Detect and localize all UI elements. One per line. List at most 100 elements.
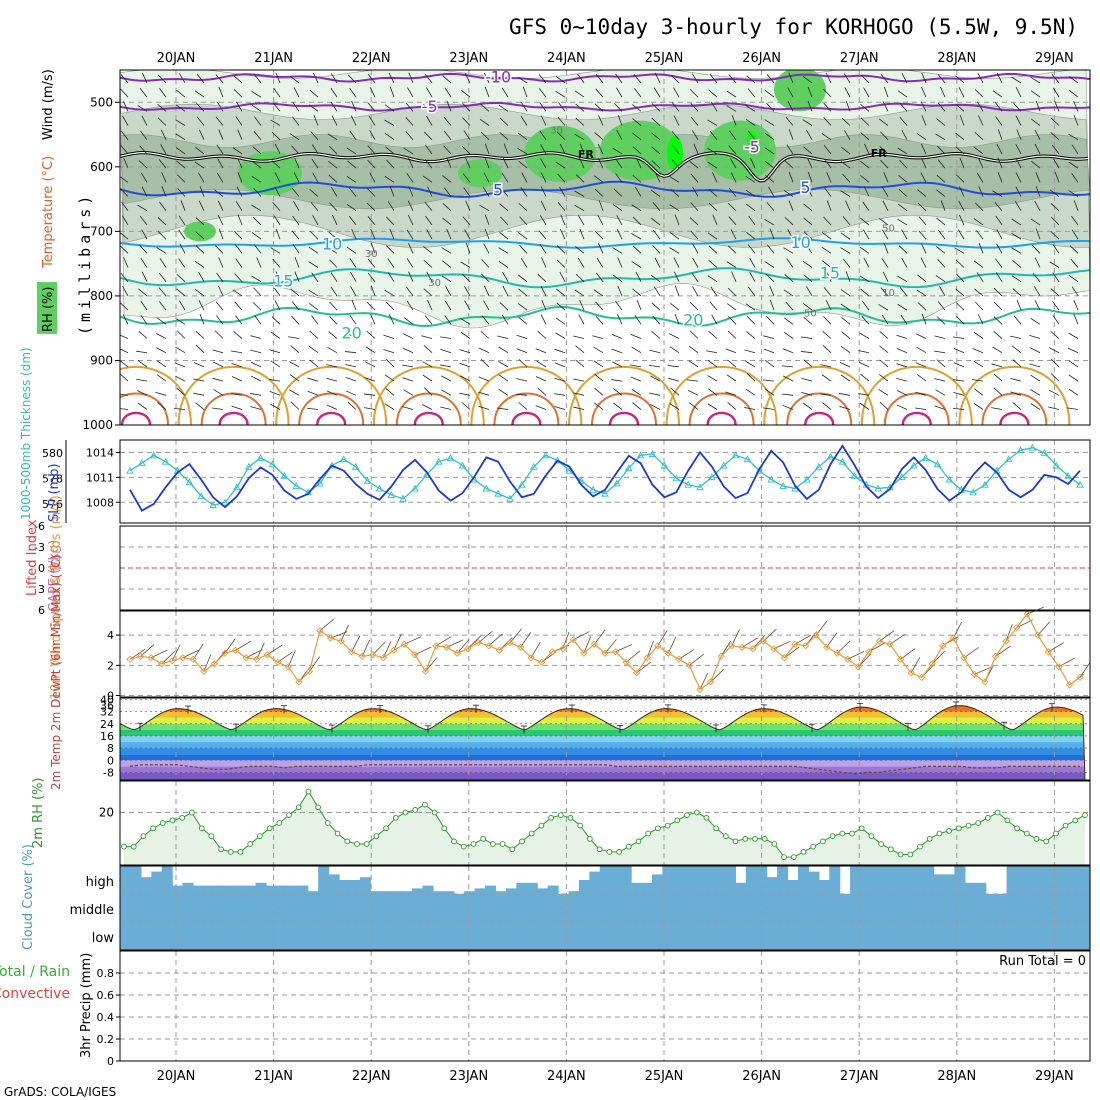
cloud-bar-middle: [891, 894, 903, 922]
wind-barb: [674, 285, 680, 297]
cloud-bar-middle: [745, 894, 757, 922]
wind-barb: [746, 75, 756, 84]
cloud-bar-middle: [255, 894, 267, 922]
wind-barb: [940, 86, 946, 98]
wind-barb: [178, 215, 186, 226]
cloud-bar-high: [537, 888, 549, 894]
cloud-bar-low: [380, 922, 392, 950]
wind-barb: [421, 335, 433, 339]
wind-barb: [159, 201, 167, 211]
rh2m-point: [645, 830, 652, 837]
lifted-index-ylabel: Lifted Index: [25, 519, 40, 596]
cloud-bar-middle: [631, 894, 643, 922]
wind-barb: [464, 300, 471, 311]
slp-tick-label: 1011: [86, 471, 114, 484]
rh2m-point: [587, 835, 593, 842]
wind-barb: [1049, 189, 1060, 197]
wind-barb: [216, 144, 224, 155]
wind-barb: [595, 74, 604, 84]
wind-barb: [1052, 314, 1060, 325]
wind-barb: [158, 301, 167, 311]
temperature-band: [120, 748, 1085, 755]
wind-barb: [879, 146, 889, 155]
wind-barb: [330, 186, 338, 197]
wind-barb: [745, 303, 756, 311]
wind-barb: [595, 88, 604, 98]
wind-barb: [708, 89, 718, 98]
rh2m-point: [441, 825, 448, 832]
wind-barb: [557, 201, 566, 211]
wind-barb: [1030, 318, 1041, 325]
wind-barb: [674, 313, 680, 325]
wind-barb: [1013, 102, 1022, 112]
wind-barb: [978, 115, 984, 126]
wind-barb: [231, 393, 243, 396]
rh2m-line: [124, 790, 1086, 858]
wind-barb: [366, 202, 376, 211]
thickness-point: [328, 461, 336, 469]
wind-barb: [1069, 245, 1079, 254]
wind-barb: [726, 261, 737, 268]
wind-barb: [252, 216, 262, 226]
wind-barb: [690, 202, 699, 211]
wind-barb: [842, 258, 851, 268]
wind-barb: [138, 160, 148, 169]
warm-contour: [120, 366, 192, 425]
wind-barb: [1011, 247, 1022, 254]
wind-barb: [136, 350, 148, 354]
wind10m-point: [886, 640, 894, 648]
wind-barb: [973, 403, 984, 410]
wind-barb: [307, 407, 319, 410]
wind-barb: [480, 103, 490, 112]
wind10m-point: [865, 648, 873, 656]
cloud-bar-low: [276, 922, 288, 950]
wind-barb: [883, 242, 889, 254]
wind-barb: [275, 72, 281, 84]
wind-barb: [1030, 90, 1041, 98]
rh2m-panel: 20 2m RH (%): [31, 777, 1091, 866]
cloud-bar-middle: [120, 894, 132, 922]
wind-barb: [370, 285, 376, 297]
wind-barb: [786, 144, 794, 155]
wind-barb: [788, 129, 794, 140]
wind-barb: [920, 257, 927, 268]
wind-barb: [955, 259, 965, 268]
cloud-bar-middle: [203, 894, 215, 922]
wind-barb: [141, 229, 148, 240]
wind-barb: [650, 375, 661, 382]
wind-barb: [936, 359, 946, 368]
isotherm-label: 15: [820, 263, 840, 282]
wind-barb: [882, 271, 889, 282]
wind10m-point: [548, 648, 556, 656]
wind-barb: [461, 401, 471, 410]
wind-barb: [765, 161, 775, 169]
rh2m-point: [839, 830, 846, 837]
wind-barb: [617, 115, 623, 126]
wind-barb: [312, 215, 319, 226]
wind-barb: [1068, 332, 1079, 339]
wind10m-frame: [119, 610, 1091, 698]
cloud-bar-high: [891, 866, 903, 894]
wind-barb: [120, 188, 129, 197]
wind10m-point: [728, 642, 736, 650]
wind-barb: [1050, 132, 1060, 141]
rh2m-point: [373, 833, 380, 839]
wind-barb: [995, 258, 1003, 268]
wind-barb: [920, 143, 927, 155]
wind-barb: [840, 232, 851, 240]
wind-barb: [462, 102, 471, 112]
thickness-point: [743, 455, 752, 463]
rh2m-point: [402, 809, 409, 816]
wind-barb: [976, 272, 984, 282]
cloud-bar-low: [850, 922, 862, 950]
wind-barb: [446, 228, 452, 240]
wind-barb: [1011, 218, 1022, 226]
wind-barb: [367, 74, 376, 84]
thickness-point: [719, 461, 728, 469]
wind-barb: [120, 302, 129, 311]
isotherm-15: [120, 267, 1090, 289]
wind-barb: [253, 287, 262, 297]
wind-barb: [214, 330, 224, 339]
cloud-bar-middle: [1048, 894, 1060, 922]
cloud-bar-middle: [422, 894, 434, 922]
